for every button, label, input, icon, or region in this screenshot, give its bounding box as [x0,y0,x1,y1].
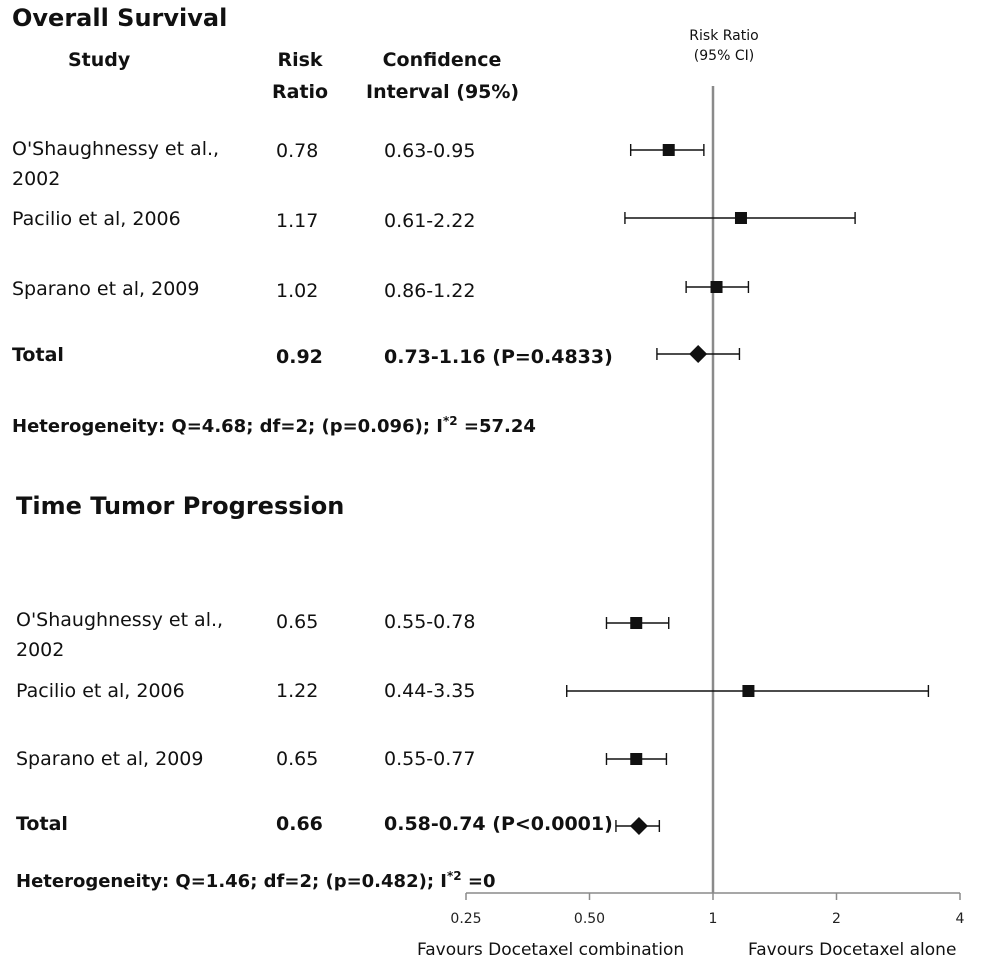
total-confidence-interval: 0.58-0.74 (P<0.0001) [384,813,613,835]
study-year-line: 2002 [12,168,61,190]
study-name: O'Shaughnessy et al., 2002 [16,605,223,665]
study-name: Sparano et al, 2009 [16,748,204,770]
x-tick-label: 4 [956,911,965,927]
x-tick-label: 2 [832,911,841,927]
study-name-line: O'Shaughnessy et al., [16,609,224,631]
heterogeneity-text: Heterogeneity: Q=4.68; df=2; (p=0.096); … [12,416,443,437]
axis-header-line: Risk Ratio [689,28,759,44]
heterogeneity-superscript: *2 [442,414,458,428]
column-header-confidence-interval: Confidence Interval (95%) [366,44,520,108]
total-label: Total [16,813,68,835]
study-name: Pacilio et al, 2006 [12,208,181,230]
heterogeneity-stats: Heterogeneity: Q=1.46; df=2; (p=0.482); … [16,869,495,892]
heterogeneity-stats: Heterogeneity: Q=4.68; df=2; (p=0.096); … [12,414,536,437]
point-estimate-square [630,753,643,765]
x-tick-label: 1 [709,911,718,927]
confidence-interval-value: 0.61-2.22 [384,210,476,232]
column-header-ratio-line: Ratio [272,81,329,103]
x-tick-label: 0.25 [450,911,481,927]
point-estimate-square [662,144,675,156]
point-estimate-square [742,685,755,697]
axis-header-line: (95% CI) [693,48,755,64]
pooled-estimate-diamond [629,817,648,835]
column-header-confidence-line: Confidence [382,49,502,71]
confidence-interval-value: 0.44-3.35 [384,680,476,702]
favours-left-label: Favours Docetaxel combination [417,940,685,960]
section-title-time-tumor-progression: Time Tumor Progression [16,492,345,520]
column-header-risk-line: Risk [277,49,323,71]
pooled-estimate-diamond [689,345,708,363]
risk-ratio-value: 1.17 [276,210,319,232]
total-confidence-interval: 0.73-1.16 (P=0.4833) [384,346,613,368]
total-risk-ratio: 0.66 [276,813,323,835]
study-name: O'Shaughnessy et al., 2002 [12,134,219,194]
column-header-risk-ratio: Risk Ratio [272,44,328,108]
confidence-interval-value: 0.55-0.77 [384,748,476,770]
study-name: Pacilio et al, 2006 [16,680,185,702]
confidence-interval-value: 0.55-0.78 [384,611,476,633]
study-name-line: O'Shaughnessy et al., [12,138,220,160]
total-risk-ratio: 0.92 [276,346,323,368]
favours-right-label: Favours Docetaxel alone [748,940,957,960]
point-estimate-square [710,281,723,293]
risk-ratio-value: 1.02 [276,280,319,302]
point-estimate-square [630,617,643,629]
column-header-interval-line: Interval (95%) [366,81,520,103]
study-year-line: 2002 [16,639,65,661]
risk-ratio-value: 1.22 [276,680,319,702]
point-estimate-square [734,212,747,224]
heterogeneity-value: =0 [461,871,496,892]
heterogeneity-value: =57.24 [457,416,536,437]
confidence-interval-value: 0.63-0.95 [384,140,476,162]
risk-ratio-value: 0.65 [276,748,319,770]
heterogeneity-text: Heterogeneity: Q=1.46; df=2; (p=0.482); … [16,871,447,892]
risk-ratio-value: 0.78 [276,140,319,162]
study-name: Sparano et al, 2009 [12,278,200,300]
risk-ratio-value: 0.65 [276,611,319,633]
x-tick-label: 0.50 [574,911,605,927]
confidence-interval-value: 0.86-1.22 [384,280,476,302]
section-title-overall-survival: Overall Survival [12,4,228,32]
total-label: Total [12,344,64,366]
axis-header: Risk Ratio (95% CI) [664,26,784,66]
column-header-study: Study [68,49,131,71]
heterogeneity-superscript: *2 [446,869,462,883]
